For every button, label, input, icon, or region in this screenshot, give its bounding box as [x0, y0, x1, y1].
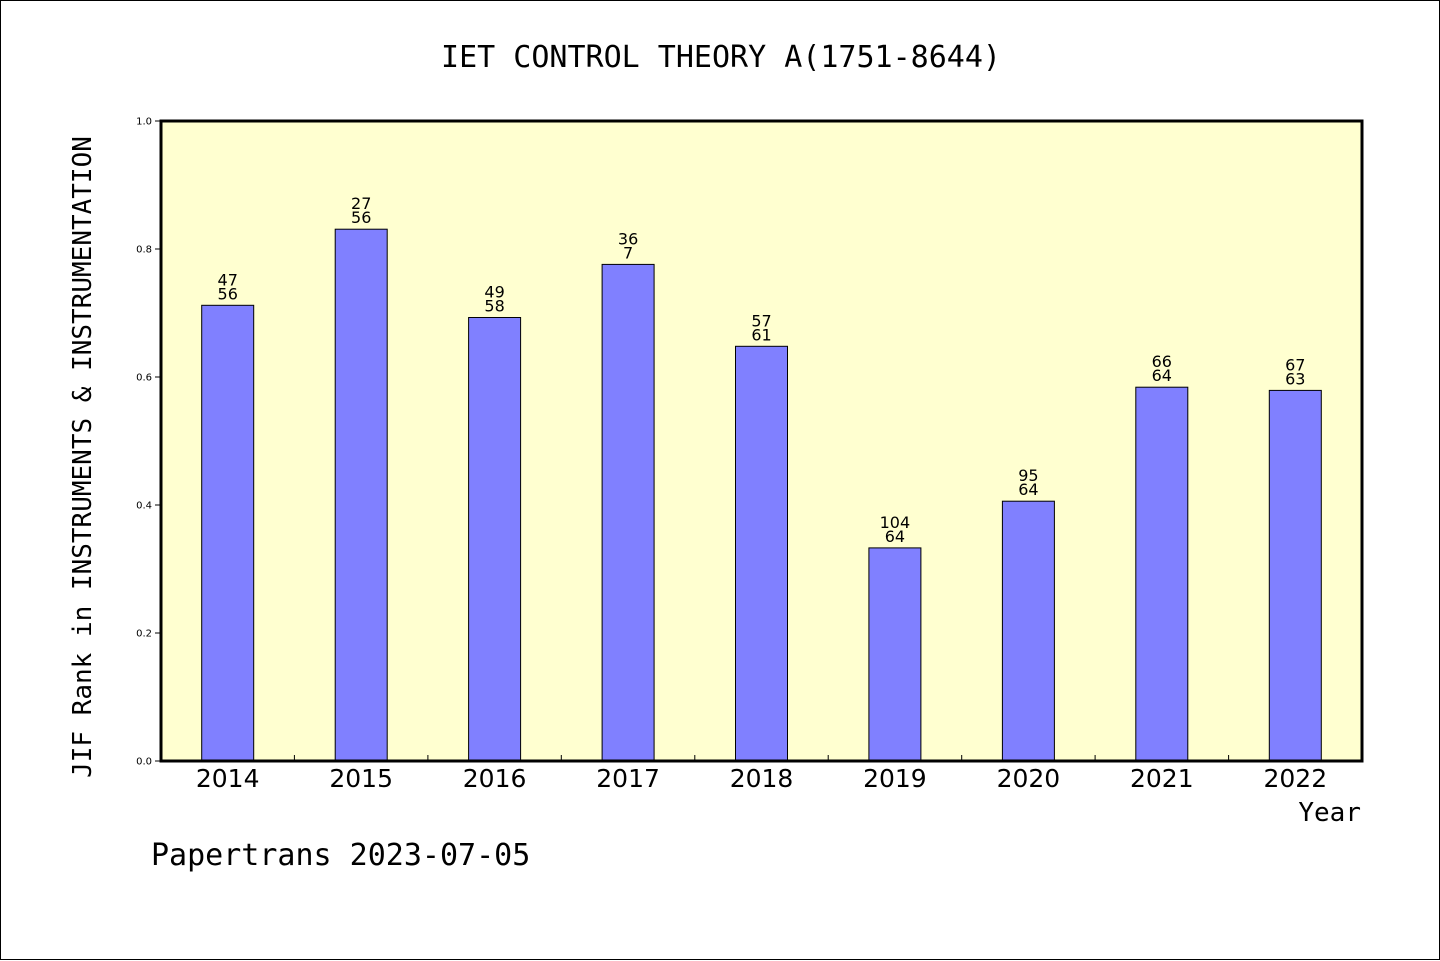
- bar-label-2018-1: 57: [751, 311, 771, 330]
- bar-label-2017-1: 36: [618, 229, 638, 248]
- bar-label-2015-2: 56: [351, 208, 371, 227]
- bar-label-2016-1: 49: [484, 283, 504, 302]
- plot-border: [159, 119, 1364, 763]
- x-tick-label-2018: 2018: [730, 764, 794, 793]
- bar-label-2021-1: 66: [1152, 352, 1172, 371]
- x-tick-label-2022: 2022: [1263, 764, 1327, 793]
- y-tick-label: 0.8: [136, 245, 152, 256]
- bar-2015: [334, 228, 388, 762]
- bar-2018: [735, 345, 788, 762]
- bar-label-2021-2: 64: [1152, 366, 1172, 385]
- x-tick-label-2014: 2014: [196, 764, 260, 793]
- x-tick-label-2016: 2016: [463, 764, 527, 793]
- bar-2021: [1135, 386, 1189, 762]
- bar-label-2018-2: 61: [751, 325, 771, 344]
- bar-label-2014-1: 47: [218, 270, 238, 289]
- x-axis-label: Year: [1298, 798, 1361, 828]
- x-tick-label-2021: 2021: [1130, 764, 1194, 793]
- y-axis-ticks: 0.0 0.2 0.4 0.6 0.8 1.0: [136, 117, 161, 768]
- bar-2017: [601, 263, 655, 762]
- chart-title: IET CONTROL THEORY A(1751-8644): [441, 40, 1001, 75]
- bar-2019: [868, 547, 922, 762]
- y-tick-label: 0.4: [136, 501, 152, 512]
- bar-2020: [1001, 500, 1055, 762]
- x-tick-label-2019: 2019: [863, 764, 927, 793]
- y-tick-label: 1.0: [136, 117, 152, 128]
- x-tick-label-2017: 2017: [596, 764, 660, 793]
- footer-credit: Papertrans 2023-07-05: [151, 838, 530, 873]
- bar-2022: [1268, 389, 1322, 762]
- y-tick-label: 0.6: [136, 373, 152, 384]
- bar-2016: [468, 317, 522, 762]
- y-tick-label: 0.2: [136, 629, 152, 640]
- bar-label-2017-2: 7: [623, 243, 633, 262]
- bar-label-2015-1: 27: [351, 194, 371, 213]
- bar-label-2019-1: 104: [880, 513, 911, 532]
- bar-label-2019-2: 64: [885, 527, 905, 546]
- x-tick-label-2020: 2020: [997, 764, 1061, 793]
- bar-label-2020-1: 95: [1018, 466, 1038, 485]
- bar-label-2014-2: 56: [218, 284, 238, 303]
- bar-label-2020-2: 64: [1018, 480, 1038, 499]
- y-axis-label: JIF Rank in INSTRUMENTS & INSTRUMENTATIO…: [68, 136, 98, 778]
- x-axis-ticks: 2014 2015 2016 2017 2018 2019 2020 2021 2022: [196, 755, 1327, 793]
- bar-2014: [201, 304, 255, 762]
- y-tick-label: 0.0: [136, 757, 152, 768]
- bar-label-2016-2: 58: [484, 297, 504, 316]
- bar-label-2022-1: 67: [1285, 355, 1305, 374]
- x-tick-label-2015: 2015: [329, 764, 393, 793]
- bar-label-2022-2: 63: [1285, 369, 1305, 388]
